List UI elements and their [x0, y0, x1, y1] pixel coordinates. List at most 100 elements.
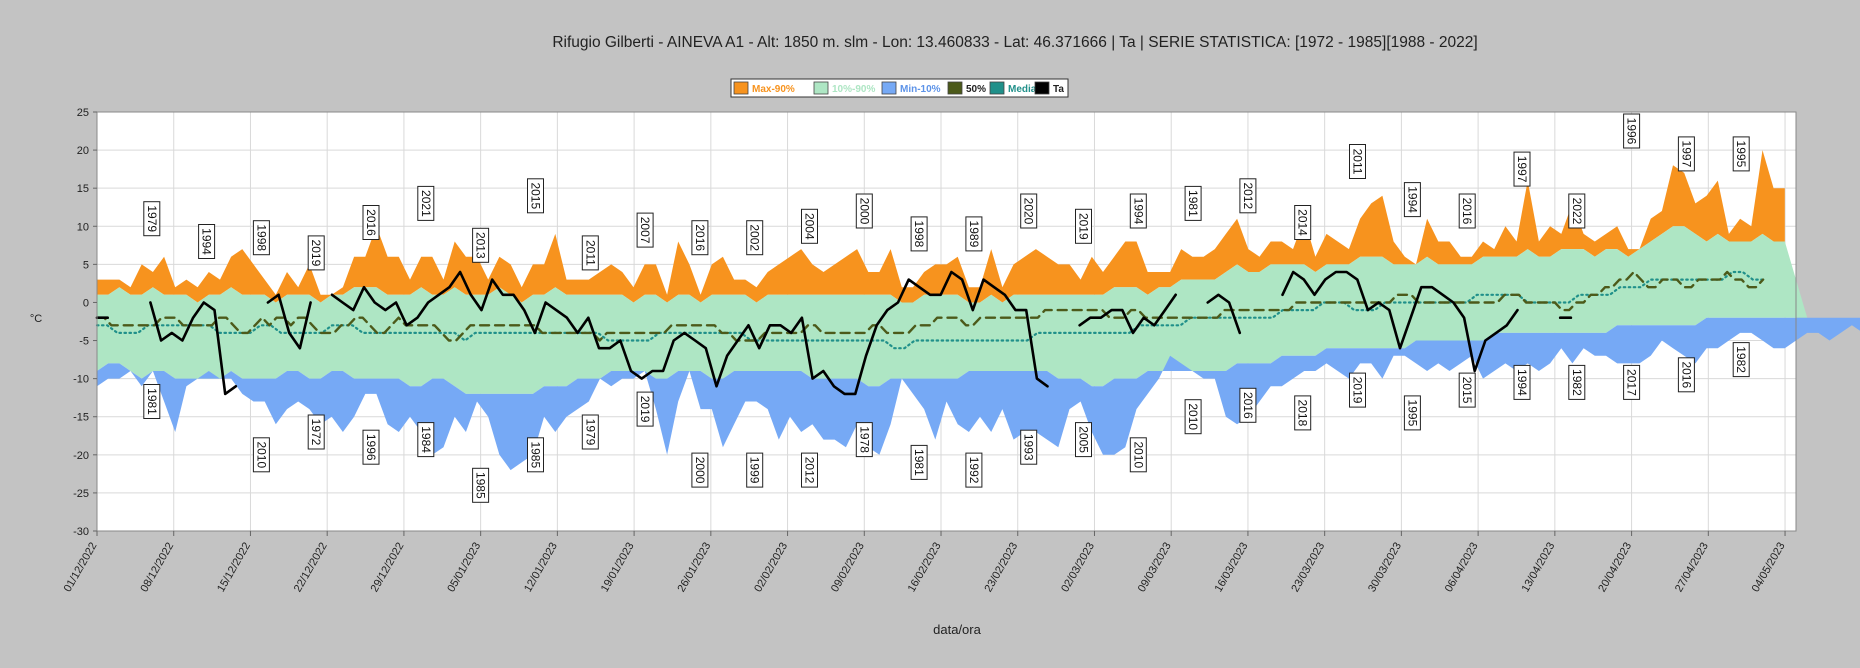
record-max-year: 2022 [1568, 193, 1586, 229]
year-label-box [1403, 182, 1421, 218]
year-label-box [362, 205, 380, 240]
year-label-box [1184, 399, 1202, 435]
year-label-text: 2000 [693, 457, 707, 484]
record-max-year: 1995 [1732, 136, 1750, 172]
record-min-year: 1994 [1513, 364, 1531, 400]
record-min-year: 1981 [143, 384, 161, 419]
year-label-box [1513, 151, 1531, 187]
y-tick-label: 5 [83, 259, 89, 271]
year-label-text: 1995 [1734, 141, 1748, 168]
year-label-text: 1992 [967, 457, 981, 484]
record-max-year: 1997 [1513, 151, 1531, 187]
y-tick-label: -30 [73, 526, 89, 538]
record-max-year: 1997 [1677, 136, 1695, 172]
x-tick-label: 16/03/2023 [1213, 541, 1251, 595]
record-min-year: 1995 [1403, 395, 1421, 431]
x-tick-label: 30/03/2023 [1366, 541, 1404, 595]
year-label-text: 2007 [638, 217, 652, 244]
year-label-text: 2020 [1022, 198, 1036, 225]
year-label-box [1294, 395, 1312, 431]
year-label-box [1075, 422, 1092, 458]
x-axis: 01/12/2022 08/12/2022 15/12/2022 22/12/2022… [62, 531, 1788, 594]
record-min-year: 2016 [1239, 387, 1257, 423]
year-label-text: 1994 [1131, 198, 1145, 225]
year-label-box [307, 414, 325, 450]
year-label-box [252, 220, 270, 256]
legend-swatch [881, 81, 897, 95]
year-label-text: 1984 [419, 426, 433, 453]
year-label-text: 1981 [912, 449, 926, 476]
year-label-text: 1985 [529, 441, 543, 468]
year-label-text: 1997 [1679, 141, 1693, 168]
year-label-box [801, 452, 818, 488]
band-10-90 [97, 226, 1808, 394]
year-label-box [581, 235, 599, 271]
year-label-box [1349, 144, 1366, 179]
record-max-year: 2007 [636, 212, 654, 248]
band-max-90 [97, 150, 1785, 303]
y-axis-label: °C [30, 313, 42, 325]
year-label-box [1677, 136, 1695, 172]
x-tick-label: 15/12/2022 [215, 541, 253, 595]
year-label-box [472, 467, 490, 503]
year-label-text: 2004 [803, 213, 817, 240]
year-label-text: 1979 [583, 419, 597, 446]
x-axis-label: data/ora [933, 622, 981, 637]
year-label-box [691, 220, 709, 256]
year-label-text: 1994 [1405, 186, 1419, 213]
year-label-box [691, 452, 709, 488]
legend-label: Min-10% [900, 84, 941, 95]
year-label-text: 1993 [1022, 434, 1036, 461]
year-label-box [1020, 193, 1038, 229]
year-label-box [1075, 208, 1092, 244]
record-max-year: 1994 [1403, 182, 1421, 218]
year-label-box [636, 212, 654, 248]
year-label-box [1403, 395, 1421, 431]
year-label-text: 2014 [1296, 209, 1310, 236]
year-label-box [1458, 372, 1476, 408]
record-max-year: 1994 [1129, 193, 1147, 229]
year-label-text: 2010 [1186, 403, 1200, 430]
legend-label: Ta [1053, 84, 1064, 95]
y-tick-label: -10 [73, 374, 89, 386]
year-label-text: 2016 [364, 209, 378, 236]
x-tick-label: 09/02/2023 [829, 541, 867, 595]
record-max-year: 2012 [1239, 178, 1257, 214]
x-tick-label: 09/03/2023 [1136, 541, 1174, 595]
legend-label: Media [1008, 84, 1037, 95]
legend: Max-90% 10%-90% Min-10% 50% Media Ta [730, 78, 1069, 98]
x-tick-label: 27/04/2023 [1673, 541, 1711, 595]
year-label-box [965, 216, 983, 252]
year-label-text: 2021 [419, 190, 433, 217]
record-max-year: 1998 [252, 220, 270, 256]
year-label-box [910, 216, 928, 252]
record-min-year: 2019 [1349, 372, 1366, 408]
year-label-box [965, 452, 983, 488]
year-label-text: 2015 [1460, 377, 1474, 404]
legend-swatch [947, 81, 963, 95]
year-label-text: 2016 [1679, 361, 1693, 388]
record-min-year: 1985 [472, 467, 490, 503]
legend-label: 10%-90% [832, 84, 875, 95]
record-min-year: 1982 [1568, 364, 1586, 400]
year-label-text: 2017 [1625, 369, 1639, 396]
year-label-box [252, 437, 270, 473]
record-min-year: 1993 [1020, 429, 1038, 465]
percentile-bands [97, 150, 1860, 471]
record-min-year: 2000 [691, 452, 709, 488]
year-label-text: 2013 [474, 232, 488, 259]
record-max-year: 2016 [1458, 193, 1476, 229]
year-label-box [1568, 193, 1586, 229]
x-tick-label: 02/02/2023 [752, 541, 790, 595]
record-min-year: 1992 [965, 452, 983, 488]
record-max-year: 2015 [527, 178, 544, 214]
year-label-box [1458, 193, 1476, 229]
x-tick-label: 19/01/2023 [599, 541, 637, 595]
record-min-year: 1985 [527, 437, 544, 473]
record-min-year: 2018 [1294, 395, 1312, 431]
legend-swatch [733, 81, 749, 95]
record-max-year: 2021 [417, 185, 435, 221]
record-min-year: 2010 [1129, 437, 1147, 473]
record-max-year: 2014 [1294, 205, 1312, 240]
year-label-box [417, 422, 435, 458]
